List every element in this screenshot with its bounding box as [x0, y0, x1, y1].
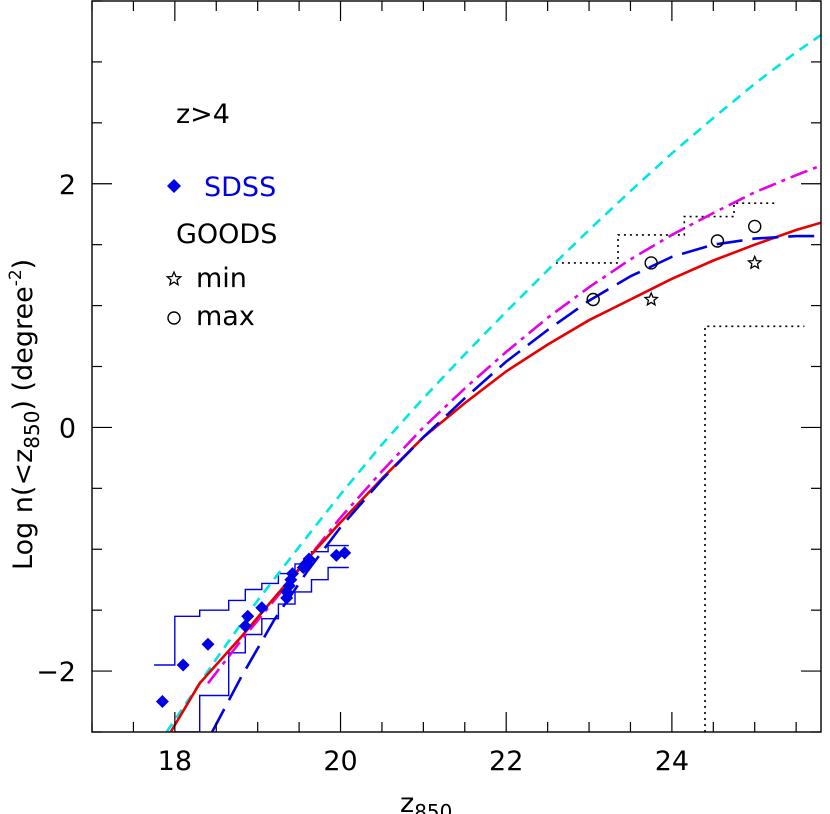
sdss-point [338, 546, 352, 560]
sdss-point [176, 658, 190, 672]
sdss-lower-step [174, 566, 349, 732]
model-curve-4 [210, 234, 821, 732]
sdss-diamond-icon [167, 179, 181, 193]
goods-max-point [710, 234, 725, 248]
legend-goods-label: GOODS [176, 219, 277, 250]
plot-content [154, 34, 821, 732]
redshift-label: z>4 [176, 99, 230, 130]
legend-circle-marker [167, 311, 181, 325]
legend-diamond-marker [167, 179, 181, 193]
legend-max-label: max [196, 301, 255, 332]
goods-upper-step [555, 202, 776, 264]
y-tick-label: −2 [36, 657, 76, 688]
y-tick-label: 2 [59, 170, 76, 201]
legend: z>4 SDSS GOODS min max [165, 99, 277, 332]
goods-max-point [748, 219, 762, 234]
sdss-upper-step [154, 544, 349, 666]
sdss-point [238, 619, 252, 633]
x-tick-label: 20 [323, 746, 357, 777]
model-curve-3 [169, 221, 821, 732]
model-curve-1 [165, 34, 821, 732]
goods-min-point [746, 254, 763, 270]
x-axis-title: z850 [400, 788, 452, 814]
sdss-point [201, 637, 215, 651]
x-tick-label: 22 [489, 746, 523, 777]
goods-max-point [644, 256, 658, 270]
legend-min-label: min [196, 263, 247, 294]
goods-max-point [586, 292, 600, 307]
sdss-point [302, 552, 316, 566]
x-tick-label: 18 [158, 746, 192, 777]
x-tick-label: 24 [655, 746, 689, 777]
sdss-point [285, 567, 299, 581]
tick-labels: 18 20 22 24 −2 0 2 [36, 170, 689, 777]
goods-min-point [643, 291, 659, 307]
y-tick-label: 0 [59, 413, 76, 444]
legend-star-marker [165, 270, 183, 287]
sdss-point [241, 609, 255, 623]
goods-lower-step [704, 325, 805, 732]
sdss-point [155, 695, 169, 709]
axis-ticks [91, 0, 821, 733]
y-axis-title: Log n(<z850) (degree-2) [6, 259, 44, 570]
legend-sdss-label: SDSS [204, 172, 276, 203]
sdss-point [255, 601, 269, 615]
min-star-icon [165, 270, 183, 287]
max-circle-icon [167, 311, 181, 325]
